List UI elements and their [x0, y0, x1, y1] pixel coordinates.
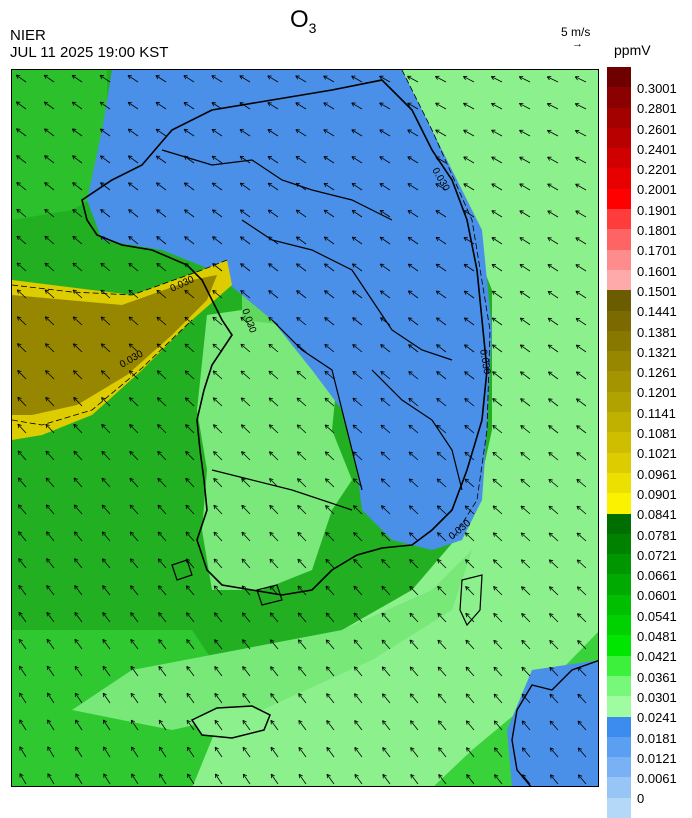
color-bar-swatch [607, 534, 631, 554]
color-bar-swatch [607, 351, 631, 371]
color-bar-swatch [607, 270, 631, 290]
color-bar-label: 0.0541 [637, 607, 677, 627]
color-bar-label: 0.1141 [637, 404, 677, 424]
color-bar-swatch [607, 777, 631, 797]
unit-label: ppmV [614, 42, 651, 58]
color-bar-label: 0 [637, 789, 677, 809]
color-bar-label: 0.1901 [637, 201, 677, 221]
color-bar-swatch [607, 331, 631, 351]
color-bar-label: 0.1601 [637, 262, 677, 282]
color-bar-swatch [607, 229, 631, 249]
color-bar-label: 0.0301 [637, 688, 677, 708]
color-bar-swatch [607, 514, 631, 534]
color-bar [607, 67, 631, 818]
color-bar-swatch [607, 432, 631, 452]
color-bar-label: 0.3001 [637, 79, 677, 99]
color-bar-swatch [607, 371, 631, 391]
color-bar-label: 0.0721 [637, 546, 677, 566]
color-bar-label: 0.0481 [637, 627, 677, 647]
color-bar-label: 0.0961 [637, 465, 677, 485]
color-bar-swatch [607, 676, 631, 696]
color-bar-swatch [607, 696, 631, 716]
color-bar-swatch [607, 189, 631, 209]
color-bar-label: 0.2601 [637, 120, 677, 140]
color-bar-label: 0.1201 [637, 383, 677, 403]
color-bar-label: 0.0421 [637, 647, 677, 667]
color-bar-swatch [607, 615, 631, 635]
color-bar-label: 0.1261 [637, 363, 677, 383]
color-bar-label: 0.1021 [637, 444, 677, 464]
color-bar-label: 0.0661 [637, 566, 677, 586]
color-bar-label: 0.0361 [637, 668, 677, 688]
color-bar-label: 0.0841 [637, 505, 677, 525]
color-bar-label: 0.0241 [637, 708, 677, 728]
color-bar-label: 0.1801 [637, 221, 677, 241]
color-bar-swatch [607, 453, 631, 473]
color-bar-label: 0.1381 [637, 323, 677, 343]
color-bar-swatch [607, 290, 631, 310]
color-bar-swatch [607, 473, 631, 493]
color-bar-swatch [607, 67, 631, 87]
color-bar-swatch [607, 87, 631, 107]
color-bar-label: 0.0901 [637, 485, 677, 505]
color-bar-swatch [607, 412, 631, 432]
color-bar-swatch [607, 757, 631, 777]
color-bar-label: 0.0601 [637, 586, 677, 606]
color-bar-label: 0.0181 [637, 729, 677, 749]
color-bar-swatch [607, 311, 631, 331]
color-bar-swatch [607, 595, 631, 615]
color-bar-label: 0.0781 [637, 526, 677, 546]
wind-scale-label: 5 m/s [561, 25, 590, 39]
color-bar-swatch [607, 798, 631, 818]
color-bar-swatch [607, 554, 631, 574]
color-bar-swatch [607, 209, 631, 229]
color-bar-swatch [607, 656, 631, 676]
color-bar-label: 0.2001 [637, 180, 677, 200]
color-bar-swatch [607, 128, 631, 148]
color-bar-swatch [607, 392, 631, 412]
color-bar-label: 0.1441 [637, 302, 677, 322]
color-bar-label: 0.2801 [637, 99, 677, 119]
wind-scale-arrow-icon: → [572, 38, 583, 50]
color-bar-label: 0.2401 [637, 140, 677, 160]
color-bar-swatch [607, 250, 631, 270]
color-bar-label: 0.1081 [637, 424, 677, 444]
color-bar-label: 0.0121 [637, 749, 677, 769]
color-bar-swatch [607, 168, 631, 188]
color-bar-label: 0.2201 [637, 160, 677, 180]
timestamp-label: JUL 11 2025 19:00 KST [10, 44, 168, 61]
color-bar-swatch [607, 635, 631, 655]
map-title: O3 [290, 6, 316, 42]
color-bar-swatch [607, 737, 631, 757]
data-source-label: NIER [10, 27, 46, 44]
color-bar-swatch [607, 717, 631, 737]
color-bar-swatch [607, 574, 631, 594]
color-bar-label: 0.0061 [637, 769, 677, 789]
color-bar-label: 0.1501 [637, 282, 677, 302]
color-bar-swatch [607, 108, 631, 128]
color-bar-swatch [607, 148, 631, 168]
color-bar-label: 0.1701 [637, 241, 677, 261]
color-bar-label: 0.1321 [637, 343, 677, 363]
color-bar-swatch [607, 493, 631, 513]
